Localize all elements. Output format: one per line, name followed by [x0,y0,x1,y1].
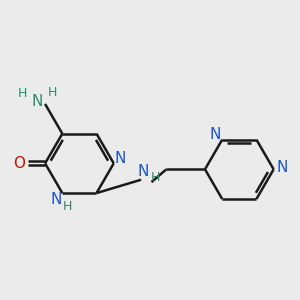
Text: H: H [151,171,160,184]
Text: O: O [13,156,25,171]
Text: H: H [48,86,57,99]
Text: N: N [210,127,221,142]
Text: H: H [18,87,28,100]
Text: N: N [50,191,61,206]
Text: H: H [63,200,72,213]
Text: N: N [276,160,288,175]
Text: N: N [31,94,42,109]
Text: N: N [138,164,149,179]
Text: N: N [115,152,126,166]
